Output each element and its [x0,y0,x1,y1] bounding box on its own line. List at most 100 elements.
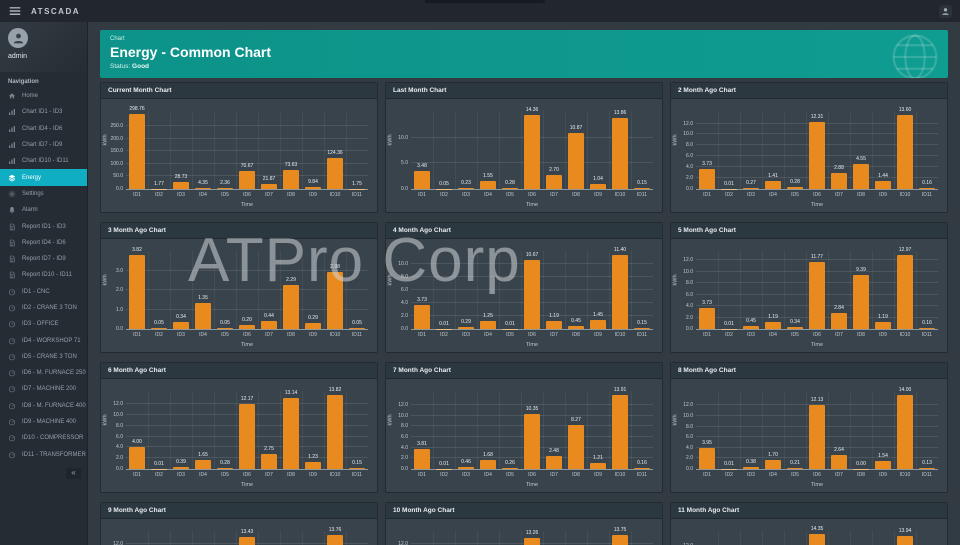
bar-id5[interactable] [217,328,233,329]
bar-id3[interactable] [458,187,474,189]
bar-id6[interactable] [239,325,255,329]
bar-id9[interactable] [590,462,606,469]
bar-id7[interactable] [546,321,562,329]
bar-id10[interactable] [327,157,343,189]
bar-id10[interactable] [897,114,913,189]
bar-id11[interactable] [349,468,365,469]
bar-id1[interactable] [699,307,715,329]
sidebar-item-chart-id10-id11[interactable]: Chart ID10 - ID11 [0,153,87,169]
bar-id9[interactable] [305,186,321,189]
bar-id7[interactable] [261,320,277,329]
bar-id11[interactable] [349,328,365,329]
bar-id11[interactable] [919,468,935,469]
sidebar-item-alarm[interactable]: Alarm [0,202,87,218]
bar-id3[interactable] [173,322,189,329]
bar-id3[interactable] [458,327,474,329]
sidebar-item-id5-crane-3-ton[interactable]: ID5 - CRANE 3 TON [0,349,87,365]
bar-id4[interactable] [765,322,781,329]
bar-id5[interactable] [787,187,803,189]
bar-id4[interactable] [195,187,211,189]
bar-id4[interactable] [195,460,211,469]
sidebar-item-id10-compressor[interactable]: ID10 - COMPRESSOR [0,430,87,446]
sidebar-item-report-id7-id9[interactable]: Report ID7 - ID9 [0,251,87,267]
sidebar-item-report-id10-id11[interactable]: Report ID10 - ID11 [0,267,87,283]
bar-id8[interactable] [283,284,299,329]
user-menu-icon[interactable] [939,4,952,18]
bar-id10[interactable] [897,254,913,329]
bar-id3[interactable] [743,466,759,469]
bar-id4[interactable] [480,320,496,329]
bar-id6[interactable] [524,259,540,329]
bar-id8[interactable] [283,398,299,469]
bar-id7[interactable] [261,454,277,469]
sidebar-item-home[interactable]: Home [0,88,87,104]
bar-id3[interactable] [458,466,474,469]
sidebar-item-id6-m-furnace-250[interactable]: ID6 - M. FURNACE 250 [0,365,87,381]
bar-id9[interactable] [305,323,321,329]
bar-id8[interactable] [283,170,299,189]
bar-id10[interactable] [612,394,628,469]
sidebar-item-id7-machine-200[interactable]: ID7 - MACHINE 200 [0,381,87,397]
sidebar-item-chart-id4-id6[interactable]: Chart ID4 - ID6 [0,121,87,137]
bar-id1[interactable] [699,168,715,189]
bar-id6[interactable] [809,121,825,189]
sidebar-item-id9-machine-400[interactable]: ID9 - MACHINE 400 [0,414,87,430]
bar-id8[interactable] [568,424,584,469]
bar-id10[interactable] [612,535,628,545]
bar-id7[interactable] [546,455,562,469]
sidebar-item-id11-transformer[interactable]: ID11 - TRANSFORMER [0,447,87,463]
sidebar-item-id8-m-furnace-400[interactable]: ID8 - M. FURNACE 400 [0,398,87,414]
bar-id7[interactable] [831,455,847,469]
bar-id5[interactable] [217,467,233,469]
bar-id1[interactable] [414,304,430,329]
bar-id6[interactable] [524,537,540,545]
bar-id10[interactable] [897,536,913,545]
bar-id1[interactable] [129,447,145,469]
bar-id5[interactable] [217,188,233,189]
bar-id11[interactable] [634,328,650,329]
bar-id10[interactable] [612,254,628,329]
bar-id4[interactable] [480,460,496,469]
bar-id4[interactable] [195,303,211,329]
bar-id1[interactable] [129,113,145,189]
bar-id6[interactable] [239,171,255,189]
bar-id1[interactable] [699,448,715,469]
bar-id9[interactable] [590,319,606,329]
bar-id11[interactable] [634,468,650,469]
bar-id6[interactable] [524,115,540,189]
bar-id6[interactable] [239,536,255,545]
bar-id11[interactable] [634,188,650,189]
bar-id1[interactable] [414,171,430,189]
sidebar-item-id2-crane-3-ton[interactable]: ID2 - CRANE 3 TON [0,300,87,316]
bar-id10[interactable] [612,117,628,189]
bar-id5[interactable] [787,327,803,329]
bar-id7[interactable] [831,312,847,329]
bar-id6[interactable] [524,413,540,469]
menu-icon[interactable] [8,4,22,18]
sidebar-item-id1-cnc[interactable]: ID1 - CNC [0,284,87,300]
sidebar-item-report-id4-id6[interactable]: Report ID4 - ID6 [0,235,87,251]
sidebar-item-settings[interactable]: Settings [0,186,87,202]
bar-id4[interactable] [765,181,781,189]
bar-id3[interactable] [173,466,189,469]
bar-id6[interactable] [809,533,825,545]
sidebar-item-id3-office[interactable]: ID3 - OFFICE [0,316,87,332]
bar-id3[interactable] [743,326,759,329]
bar-id4[interactable] [765,459,781,469]
bar-id9[interactable] [590,183,606,189]
bar-id11[interactable] [919,188,935,189]
bar-id9[interactable] [875,181,891,189]
bar-id5[interactable] [502,187,518,189]
bar-id10[interactable] [897,394,913,469]
bar-id4[interactable] [480,181,496,189]
bar-id1[interactable] [129,255,145,329]
bar-id6[interactable] [809,261,825,329]
bar-id10[interactable] [327,394,343,469]
bar-id10[interactable] [327,534,343,545]
bar-id11[interactable] [919,328,935,329]
sidebar-item-chart-id1-id3[interactable]: Chart ID1 - ID3 [0,104,87,120]
sidebar-item-energy[interactable]: Energy [0,169,87,186]
bar-id8[interactable] [568,326,584,329]
bar-id5[interactable] [787,467,803,469]
bar-id6[interactable] [239,403,255,469]
